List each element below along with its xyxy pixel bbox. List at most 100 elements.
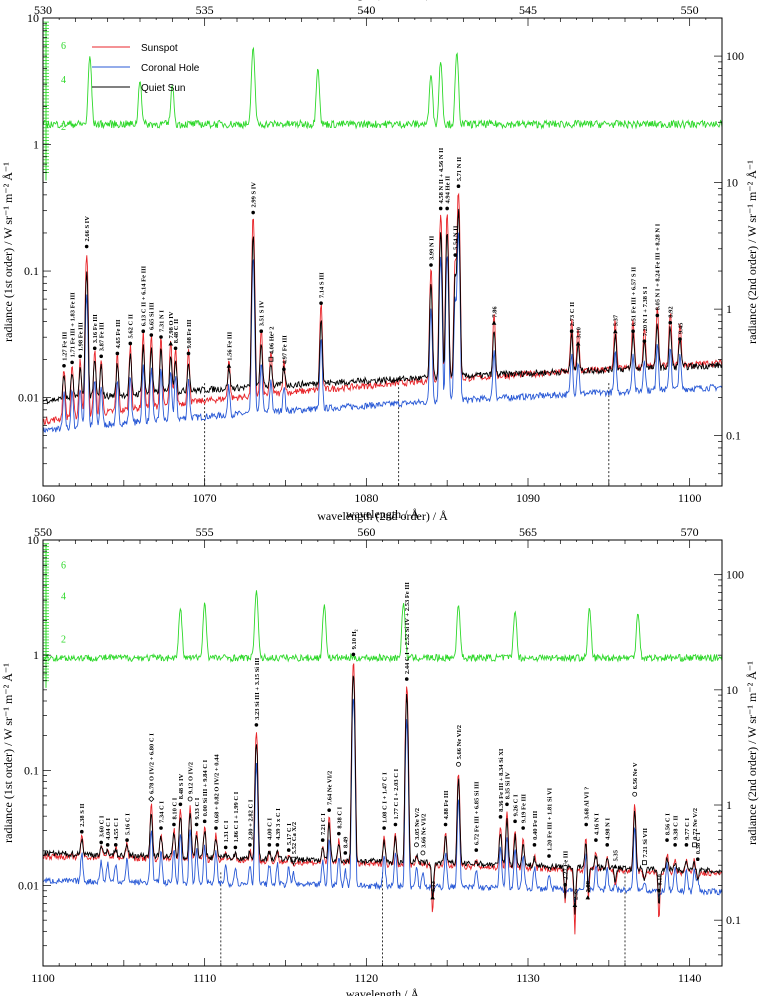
line-id-label: 9.10 H₂ xyxy=(351,629,358,649)
line-marker-dot xyxy=(202,819,207,824)
line-id-label: 8.92 xyxy=(668,306,675,317)
y-tick-label: 0.1 xyxy=(24,264,39,278)
line-id-label: 5.62 C II xyxy=(128,314,135,339)
line-id-label: 6.13 C II + 6.14 Fe III xyxy=(141,265,148,326)
line-marker-circle xyxy=(632,791,638,797)
line-id-label: 5.17 C I xyxy=(286,823,293,845)
line-id-label: 3.66 Ne VI/2 xyxy=(420,814,427,848)
y2-tick-label: 100 xyxy=(726,568,744,582)
coronal-hole-line xyxy=(43,232,722,434)
line-marker-dot xyxy=(513,819,517,824)
line-marker-dot xyxy=(665,838,669,842)
legend-label: Quiet Sun xyxy=(141,83,185,94)
x2-tick-label: 530 xyxy=(34,3,52,17)
line-id-label: 4.88 Fe III xyxy=(443,790,450,820)
line-id-label: 1.31 C I xyxy=(223,820,230,842)
line-marker-dot xyxy=(594,838,598,842)
green-tick-label: 6 xyxy=(61,41,66,52)
line-marker-dot xyxy=(99,840,103,845)
line-id-label: 9.45 xyxy=(677,322,684,334)
line-marker-dot xyxy=(668,320,673,325)
line-marker-dot xyxy=(319,301,323,305)
line-id-label: 6.65 Si III xyxy=(149,302,156,330)
line-id-label: 3.60 C I xyxy=(99,815,106,837)
line-marker-triangle xyxy=(430,895,435,900)
line-id-label: 7.98 O IV xyxy=(168,311,175,338)
line-id-label: 3.16 Fe III xyxy=(92,314,99,344)
y2-tick-label: 0.1 xyxy=(726,913,741,927)
line-marker-dot xyxy=(214,826,218,830)
line-id-label: 5.71 N II xyxy=(456,156,463,181)
line-marker-dot xyxy=(259,329,264,333)
line-id-label: 8.10 C I xyxy=(171,797,178,819)
line-id-label: 1.20 Fe III + 1.81 Si VI xyxy=(546,787,553,851)
x2-axis-label: wavelength (2nd order) / Å xyxy=(317,0,448,1)
quiet-sun-line xyxy=(43,208,722,405)
y2-tick-label: 10 xyxy=(726,683,738,697)
line-marker-dot xyxy=(404,677,409,681)
line-id-label: 7.21 Si VII xyxy=(642,828,649,858)
coronal-hole-line xyxy=(43,698,722,903)
y2-tick-label: 1 xyxy=(726,798,732,812)
line-marker-dot xyxy=(393,822,398,827)
line-id-label: 7.86 xyxy=(491,306,498,318)
line-id-label: 8.48 S IV xyxy=(178,774,185,800)
line-id-label: 2.44 C I + 2.52 Si IV + 2.53 Fe III xyxy=(404,582,411,674)
line-id-label: 1.56 Fe III xyxy=(226,331,233,361)
legend: Sunspot Coronal Hole Quiet Sun xyxy=(92,43,200,94)
line-marker-dot xyxy=(223,845,228,850)
line-id-label: 6.51 Fe III + 6.57 S II xyxy=(630,266,637,326)
line-marker-dot xyxy=(443,822,448,827)
line-id-label: 5.52 Ca X/2 xyxy=(291,822,298,854)
line-marker-triangle xyxy=(575,341,581,346)
line-marker-dot xyxy=(563,882,567,887)
legend-label: Sunspot xyxy=(141,43,178,54)
x-tick-label: 1100 xyxy=(678,491,702,505)
line-id-label: 4.13 xyxy=(430,880,437,892)
quiet-sun-line xyxy=(43,675,722,915)
line-marker-dot xyxy=(92,346,97,351)
line-id-label: 7.34 C I xyxy=(158,801,165,823)
line-marker-dot xyxy=(584,822,588,827)
line-id-label: 2.73 C II xyxy=(569,301,576,326)
line-marker-triangle xyxy=(613,864,618,869)
line-id-label: 5.54 N II xyxy=(453,225,460,250)
y-tick-label: 10 xyxy=(27,11,39,25)
line-marker-triangle xyxy=(168,341,174,346)
x2-tick-label: 540 xyxy=(357,3,375,17)
line-marker-dot xyxy=(320,838,325,842)
line-marker-dot xyxy=(149,333,154,337)
y-axis-label: radiance (1st order) / W sr⁻¹ m⁻² Å⁻¹ xyxy=(1,162,15,342)
line-marker-circle xyxy=(187,796,193,802)
line-id-label: 7.14 S III xyxy=(318,272,325,298)
line-marker-dot xyxy=(655,313,660,318)
line-marker-dot xyxy=(605,843,610,847)
line-marker-dot xyxy=(62,363,66,368)
line-marker-dot xyxy=(282,367,286,372)
line-marker-dot xyxy=(286,848,291,852)
line-id-label: 4.65 Fe III xyxy=(115,319,122,349)
y2-tick-label: 0.1 xyxy=(726,429,741,443)
line-marker-dot xyxy=(159,335,163,339)
line-marker-dot xyxy=(113,843,118,847)
line-id-label: 2.80 + 2.82 C I xyxy=(247,799,254,840)
line-marker-dot xyxy=(521,826,525,830)
line-marker-dot xyxy=(70,360,74,365)
line-id-label: 1.08 C I + 1.47 C I xyxy=(382,772,389,823)
green-tick-label: 6 xyxy=(61,561,66,572)
line-marker-dot xyxy=(186,351,191,356)
line-id-label: 9.38 C II xyxy=(673,815,680,840)
line-id-label: 1.77 C I + 2.03 C I xyxy=(393,768,400,819)
line-id-label: 1.98 Fe III xyxy=(78,322,85,352)
line-marker-dot xyxy=(678,337,682,341)
line-id-label: 3.05 Ne V/2 xyxy=(414,808,421,840)
x-tick-label: 1130 xyxy=(516,971,540,985)
line-marker-dot xyxy=(275,843,280,847)
line-marker-square xyxy=(692,842,697,848)
y2-tick-label: 10 xyxy=(726,176,738,190)
line-marker-square xyxy=(642,860,647,866)
line-marker-dot xyxy=(657,888,661,893)
